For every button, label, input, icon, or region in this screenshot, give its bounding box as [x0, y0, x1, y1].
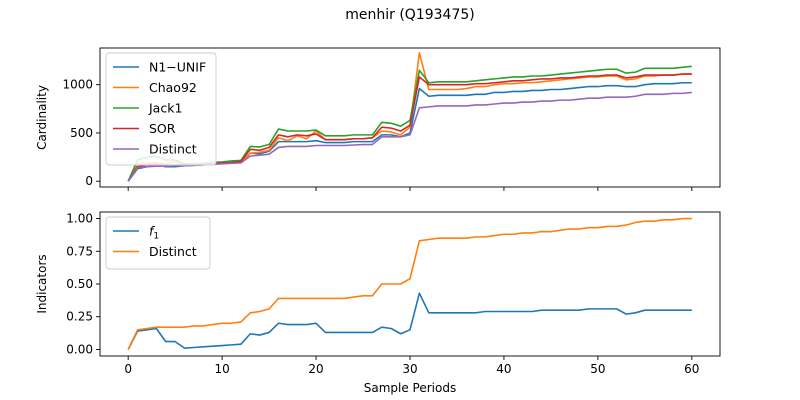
y-tick-label: 1000	[62, 78, 93, 92]
x-tick-label: 50	[590, 362, 605, 376]
x-tick-label: 40	[496, 362, 511, 376]
legend-box	[105, 216, 211, 270]
x-tick-label: 20	[308, 362, 323, 376]
series-line-distinct	[127, 91, 692, 182]
legend-label: Distinct	[149, 244, 197, 259]
y-tick-label: 0.25	[66, 310, 93, 324]
series-line-sor	[127, 73, 692, 182]
indicators-panel: 0 10 20 30 40 50 60 0.00 0.25 0.50 0.75 1.00 Indicat…	[35, 212, 721, 395]
legend-label: Jack1	[148, 101, 182, 116]
y-axis-label: Indicators	[35, 254, 49, 313]
legend-label: f1	[149, 224, 159, 242]
y-tick-label: 1.00	[66, 212, 93, 226]
x-axis-label: Sample Periods	[364, 381, 456, 395]
cardinality-panel: 0 500 1000 Cardinality N1−UNIF Chao92 Jack1 SOR…	[35, 47, 721, 191]
legend-label: N1−UNIF	[149, 60, 206, 75]
x-tick-label: 30	[402, 362, 417, 376]
x-tick-label: 0	[124, 362, 132, 376]
series-line-distinct	[127, 217, 692, 350]
x-tick-label: 10	[214, 362, 229, 376]
legend-label: Chao92	[149, 80, 197, 95]
y-tick-label: 0.00	[66, 342, 93, 356]
y-tick-label: 0.50	[66, 277, 93, 291]
series-line-jack1	[127, 65, 692, 182]
y-axis-label: Cardinality	[35, 85, 49, 150]
figure-title: menhir (Q193475)	[345, 7, 474, 23]
legend-label: SOR	[149, 121, 176, 136]
y-tick-label: 0	[85, 174, 93, 188]
legend-box	[105, 52, 217, 166]
series-line-f1	[127, 292, 692, 350]
y-tick-label: 0.75	[66, 244, 93, 258]
x-tick-label: 60	[684, 362, 699, 376]
legend-label: Distinct	[149, 142, 197, 157]
y-tick-label: 500	[70, 126, 93, 140]
